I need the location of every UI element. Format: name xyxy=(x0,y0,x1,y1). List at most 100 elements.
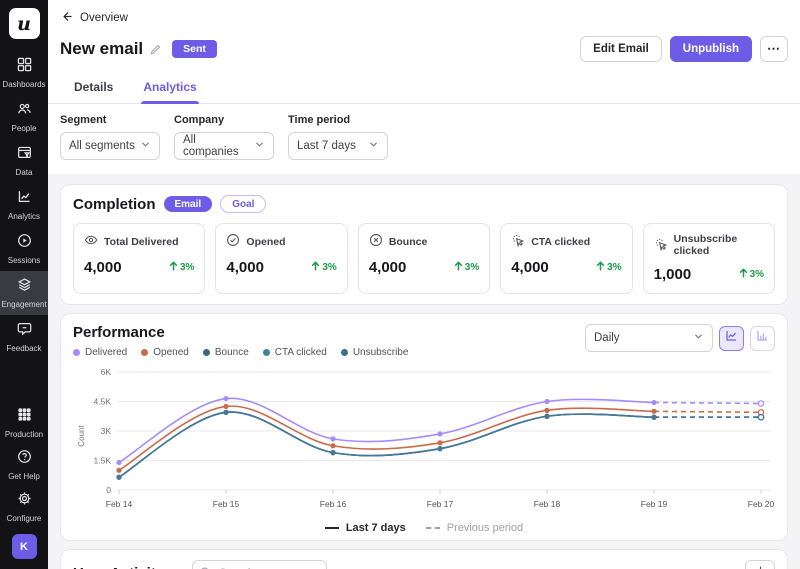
goal-pill[interactable]: Goal xyxy=(220,195,266,213)
performance-title: Performance xyxy=(73,324,408,341)
svg-text:Feb 15: Feb 15 xyxy=(213,499,240,509)
chevron-down-icon xyxy=(140,139,151,153)
legend-bounce[interactable]: Bounce xyxy=(203,347,249,358)
dashed-line-swatch xyxy=(426,527,440,529)
analytics-icon xyxy=(17,189,32,209)
svg-text:1.5K: 1.5K xyxy=(94,456,112,466)
more-options-button[interactable]: ⋯ xyxy=(760,36,788,62)
stat-delta: 3% xyxy=(596,261,621,274)
avatar-initial: K xyxy=(20,541,28,553)
granularity-select[interactable]: Daily xyxy=(585,324,713,352)
period-legend: Last 7 days Previous period xyxy=(73,522,775,534)
solid-line-swatch xyxy=(325,527,339,529)
sidebar-item-data[interactable]: Data xyxy=(0,139,48,183)
content-area: Completion Email Goal Total Delivered 4,… xyxy=(48,174,800,569)
bar-chart-toggle[interactable] xyxy=(750,326,775,351)
sidebar-item-label: Feedback xyxy=(6,344,41,353)
completion-header: Completion Email Goal xyxy=(73,195,775,213)
cursor-click-icon xyxy=(511,233,525,250)
sidebar-item-sessions[interactable]: Sessions xyxy=(0,227,48,271)
unpublish-button[interactable]: Unpublish xyxy=(670,36,752,62)
filter-company: Company All companies xyxy=(174,114,274,160)
completion-card: Completion Email Goal Total Delivered 4,… xyxy=(60,184,788,305)
sidebar-item-get-help[interactable]: Get Help xyxy=(0,444,48,486)
user-activity-header: User Activity xyxy=(61,560,787,569)
cursor-click-icon xyxy=(654,237,668,254)
stat-label: CTA clicked xyxy=(531,236,590,248)
search-input[interactable] xyxy=(192,560,327,569)
arrow-up-icon xyxy=(739,268,748,281)
sidebar-item-engagement[interactable]: Engagement xyxy=(0,271,48,315)
gear-icon xyxy=(17,491,32,511)
edit-title-icon[interactable] xyxy=(150,43,162,55)
back-link[interactable]: Overview xyxy=(60,10,128,26)
chevron-down-icon xyxy=(254,139,265,153)
svg-text:Feb 18: Feb 18 xyxy=(534,499,561,509)
sidebar-item-label: Configure xyxy=(7,514,42,523)
sidebar-item-label: Production xyxy=(5,430,43,439)
user-activity-title[interactable]: User Activity xyxy=(73,564,182,569)
segment-select[interactable]: All segments xyxy=(60,132,160,160)
stat-opened: Opened 4,000 3% xyxy=(215,223,347,294)
legend-dot xyxy=(341,349,348,356)
arrow-up-icon xyxy=(454,261,463,274)
sidebar-item-label: Sessions xyxy=(8,256,40,265)
stat-value: 1,000 xyxy=(654,266,692,283)
stat-label: Opened xyxy=(246,236,285,248)
app-logo[interactable]: u xyxy=(9,8,40,39)
svg-text:Feb 16: Feb 16 xyxy=(320,499,347,509)
sessions-icon xyxy=(17,233,32,253)
legend-cta-clicked[interactable]: CTA clicked xyxy=(263,347,327,358)
stat-delta: 3% xyxy=(454,261,479,274)
edit-email-button[interactable]: Edit Email xyxy=(580,36,662,62)
arrow-up-icon xyxy=(169,261,178,274)
user-avatar[interactable]: K xyxy=(12,534,37,559)
filter-time-period: Time period Last 7 days xyxy=(288,114,388,160)
check-circle-icon xyxy=(226,233,240,250)
svg-text:6K: 6K xyxy=(101,367,112,377)
eye-icon xyxy=(84,233,98,250)
people-icon xyxy=(17,101,32,121)
sidebar-item-configure[interactable]: Configure xyxy=(0,486,48,528)
grid-icon xyxy=(17,407,32,427)
performance-header: Performance Delivered Opened Bounce CTA … xyxy=(73,324,775,358)
sidebar: u Dashboards People Data Analytics Sessi… xyxy=(0,0,48,569)
select-value: All companies xyxy=(183,134,254,158)
stat-value: 4,000 xyxy=(226,259,264,276)
legend-dot xyxy=(141,349,148,356)
legend-last-7-days[interactable]: Last 7 days xyxy=(325,522,406,534)
legend-previous-period[interactable]: Previous period xyxy=(426,522,523,534)
filter-label: Time period xyxy=(288,114,388,126)
title-row: New email Sent Edit Email Unpublish ⋯ xyxy=(60,36,788,62)
dashboards-icon xyxy=(17,57,32,77)
tab-analytics[interactable]: Analytics xyxy=(141,74,198,103)
stats-row: Total Delivered 4,000 3% Opened 4,000 3% xyxy=(73,223,775,294)
sidebar-item-feedback[interactable]: Feedback xyxy=(0,315,48,359)
completion-title: Completion xyxy=(73,196,156,213)
status-badge: Sent xyxy=(172,40,217,58)
company-select[interactable]: All companies xyxy=(174,132,274,160)
select-value: Daily xyxy=(594,332,620,344)
svg-text:Feb 19: Feb 19 xyxy=(641,499,668,509)
legend-opened[interactable]: Opened xyxy=(141,347,189,358)
sidebar-item-people[interactable]: People xyxy=(0,95,48,139)
svg-text:4.5K: 4.5K xyxy=(94,397,112,407)
stat-label: Unsubscribe clicked xyxy=(674,233,764,257)
sidebar-item-production[interactable]: Production xyxy=(0,402,48,444)
stat-value: 4,000 xyxy=(369,259,407,276)
sidebar-item-label: People xyxy=(12,124,37,133)
time-period-select[interactable]: Last 7 days xyxy=(288,132,388,160)
sidebar-item-analytics[interactable]: Analytics xyxy=(0,183,48,227)
line-chart-toggle[interactable] xyxy=(719,326,744,351)
arrow-up-icon xyxy=(596,261,605,274)
svg-text:Feb 17: Feb 17 xyxy=(427,499,454,509)
legend-unsubscribe[interactable]: Unsubscribe xyxy=(341,347,409,358)
download-button[interactable] xyxy=(745,560,775,569)
help-icon xyxy=(17,449,32,469)
svg-text:Count: Count xyxy=(77,425,86,447)
svg-text:Feb 14: Feb 14 xyxy=(106,499,133,509)
tab-details[interactable]: Details xyxy=(72,74,115,103)
sidebar-item-dashboards[interactable]: Dashboards xyxy=(0,51,48,95)
legend-delivered[interactable]: Delivered xyxy=(73,347,127,358)
email-pill[interactable]: Email xyxy=(164,196,213,212)
